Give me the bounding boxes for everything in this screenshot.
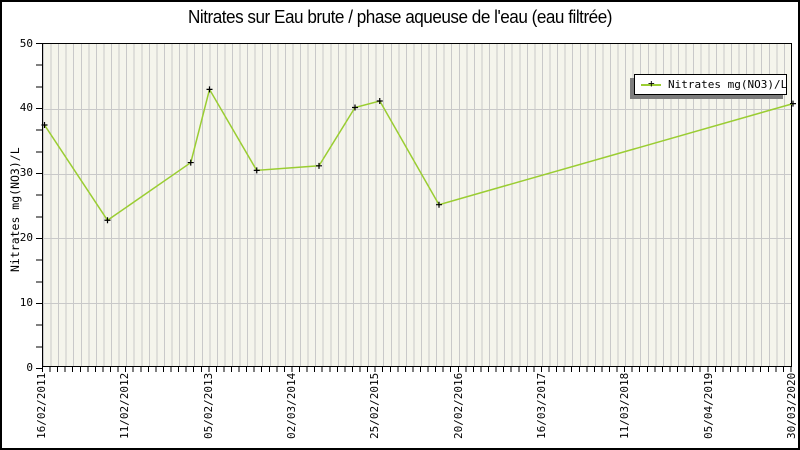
y-tick-label: 20 [19,230,33,244]
y-axis-ticks [36,43,42,369]
legend-label: Nitrates mg(NO3)/L [668,78,788,91]
series-line-svg [41,86,796,224]
x-tick-label: 02/03/2014 [285,372,298,439]
y-axis-title: Nitrates mg(NO3)/L [8,147,22,272]
gridline-horizontal [43,303,791,305]
x-tick-label: 05/04/2019 [701,372,715,439]
x-tick-label: 05/02/2013 [201,372,215,439]
series-line [43,87,794,222]
legend-line-sample [641,84,661,86]
x-tick-label: 16/02/2011 [35,372,48,439]
legend-marker-icon: + [640,77,664,90]
gridline-horizontal [43,173,791,175]
data-point-marker [352,104,358,111]
data-point-marker [206,86,213,93]
x-tick-label: 16/03/2017 [535,372,548,439]
x-tick-label: 20/02/2016 [451,372,465,439]
gridline-horizontal [43,108,791,110]
data-point-marker [41,122,48,128]
gridline-horizontal [43,238,791,240]
data-point-marker [316,162,322,169]
y-tick-label: 40 [19,101,33,115]
y-tick-label: 50 [19,36,33,50]
y-tick-label: 0 [26,360,33,374]
plus-marker-icon: + [648,77,655,90]
data-point-marker [790,100,796,107]
data-point-marker [187,159,194,166]
x-tick-label: 11/03/2018 [618,372,632,439]
data-point-marker [253,167,260,174]
y-tick-label: 30 [19,166,33,180]
data-point-marker [436,201,442,208]
data-point-marker [104,217,111,224]
x-tick-label: 11/02/2012 [118,372,132,439]
legend: + Nitrates mg(NO3)/L [634,74,787,95]
chart-title: Nitrates sur Eau brute / phase aqueuse d… [188,7,612,27]
data-point-marker [376,98,383,105]
x-tick-label: 25/02/2015 [368,372,382,439]
x-axis-ticks [42,367,793,372]
plot-area [41,43,796,367]
y-tick-label: 10 [19,295,33,309]
x-tick-label: 30/03/2020 [785,372,798,439]
